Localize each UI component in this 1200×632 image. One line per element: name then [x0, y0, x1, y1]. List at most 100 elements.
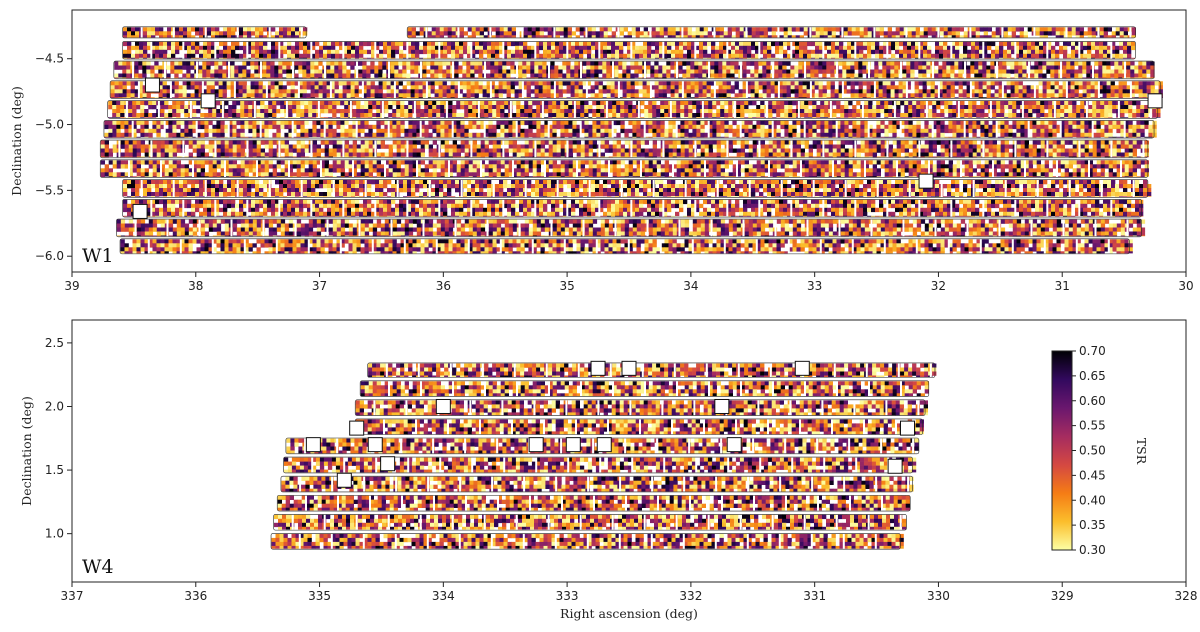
tile-row: [99, 158, 1149, 179]
colorbar-tick-label: 0.70: [1079, 344, 1106, 358]
x-tick-label: 333: [556, 589, 579, 603]
w4-x-axis: 337 336 335 334 333 332 331 330 329 328: [61, 582, 1198, 603]
tile-row: [121, 198, 1144, 219]
masked-region: [367, 437, 383, 453]
x-tick-label: 36: [436, 279, 451, 293]
y-tick-label: −5.5: [35, 183, 64, 197]
masked-region: [565, 437, 581, 453]
tile-row: [99, 139, 1149, 159]
tile-row: [270, 532, 904, 551]
tile-row: [121, 40, 1137, 61]
w1-masked-regions: [132, 77, 1163, 219]
masked-region: [596, 437, 612, 453]
colorbar-tick-label: 0.30: [1079, 543, 1106, 557]
y-tick-label: −6.0: [35, 249, 64, 263]
y-tick-label: 2.0: [45, 399, 64, 413]
x-tick-label: 329: [1051, 589, 1074, 603]
masked-region: [900, 420, 915, 436]
masked-region: [887, 458, 903, 474]
x-tick-label: 34: [683, 279, 698, 293]
tile-row: [106, 99, 1161, 120]
tile-row: [406, 25, 1137, 39]
w1-x-axis: 39 38 37 36 35 34 33 32 31 30: [64, 272, 1194, 293]
masked-region: [726, 437, 742, 453]
colorbar-tick-label: 0.60: [1079, 394, 1106, 408]
tile-row: [121, 25, 308, 39]
tile-row: [112, 60, 1156, 80]
x-tick-label: 330: [927, 589, 950, 603]
w4-panel: 337 336 335 334 333 332 331 330 329 328 1.0 1.5 2.0…: [19, 319, 1198, 621]
tile-row: [272, 513, 908, 532]
x-tick-label: 37: [312, 279, 327, 293]
w1-field-label: W1: [82, 245, 114, 267]
masked-region: [1147, 93, 1163, 109]
y-tick-label: 2.5: [45, 336, 64, 350]
w4-axes-frame: [71, 319, 1187, 583]
tile-row: [354, 417, 924, 436]
colorbar-tick-label: 0.65: [1079, 369, 1106, 383]
tile-row: [102, 119, 1157, 140]
masked-region: [336, 472, 352, 488]
masked-region: [349, 420, 365, 436]
masked-region: [144, 77, 160, 93]
tile-row: [354, 398, 928, 417]
y-tick-label: −4.5: [35, 52, 64, 66]
colorbar-tick-label: 0.40: [1079, 493, 1106, 507]
x-axis-label: Right ascension (deg): [560, 606, 698, 621]
x-tick-label: 334: [432, 589, 455, 603]
x-tick-label: 38: [188, 279, 203, 293]
tile-row: [279, 475, 914, 493]
x-tick-label: 31: [1055, 279, 1070, 293]
y-tick-label: −5.0: [35, 118, 64, 132]
y-tick-label: 1.0: [45, 527, 64, 541]
masked-region: [918, 173, 934, 189]
colorbar-tick-label: 0.50: [1079, 444, 1106, 458]
w4-tsr-map: [270, 361, 937, 551]
tile-row: [119, 237, 1133, 255]
x-tick-label: 336: [184, 589, 207, 603]
y-tick-label: 1.5: [45, 463, 64, 477]
tile-row: [115, 218, 1146, 238]
tile-row: [121, 178, 1152, 199]
colorbar-label: TSR: [1134, 438, 1149, 465]
tile-row: [282, 456, 917, 474]
masked-region: [528, 437, 544, 453]
colorbar-gradient: [1051, 350, 1073, 551]
w1-axes-frame: [71, 9, 1187, 273]
x-tick-label: 32: [931, 279, 946, 293]
masked-region: [621, 360, 637, 376]
tile-row: [366, 361, 937, 379]
colorbar-tick-label: 0.55: [1079, 419, 1106, 433]
x-tick-label: 332: [679, 589, 702, 603]
tile-row: [359, 379, 930, 398]
x-tick-label: 35: [559, 279, 574, 293]
colorbar-ticks: 0.70 0.65 0.60 0.55 0.50 0.45 0.40 0.35 0.30: [1072, 344, 1106, 557]
w1-y-axis: −6.0 −5.5 −5.0 −4.5: [35, 52, 72, 263]
w1-panel: 39 38 37 36 35 34 33 32 31 30 −6.0 −5.5 −5.0 −4.5 W1…: [9, 9, 1194, 293]
tile-row: [109, 79, 1163, 100]
x-tick-label: 30: [1178, 279, 1193, 293]
x-tick-label: 39: [64, 279, 79, 293]
x-tick-label: 33: [807, 279, 822, 293]
colorbar-tick-label: 0.45: [1079, 468, 1106, 482]
w4-field-label: W4: [82, 556, 114, 578]
w1-y-axis-label: Declination (deg): [9, 86, 24, 196]
masked-region: [794, 360, 810, 376]
x-tick-label: 328: [1175, 589, 1198, 603]
w4-y-axis: 1.0 1.5 2.0 2.5: [45, 336, 72, 541]
w4-y-axis-label: Declination (deg): [19, 396, 34, 506]
masked-region: [380, 456, 396, 472]
masked-region: [305, 437, 321, 453]
colorbar: 0.70 0.65 0.60 0.55 0.50 0.45 0.40 0.35 0.30 TSR: [1051, 344, 1149, 557]
masked-region: [200, 93, 216, 109]
tile-row: [276, 494, 912, 513]
x-tick-label: 337: [61, 589, 84, 603]
x-tick-label: 335: [308, 589, 331, 603]
w1-tsr-map: [99, 25, 1163, 255]
masked-region: [714, 398, 730, 414]
colorbar-tick-label: 0.35: [1079, 518, 1106, 532]
masked-region: [435, 398, 451, 414]
w4-masked-regions: [305, 360, 915, 488]
masked-region: [132, 203, 148, 219]
